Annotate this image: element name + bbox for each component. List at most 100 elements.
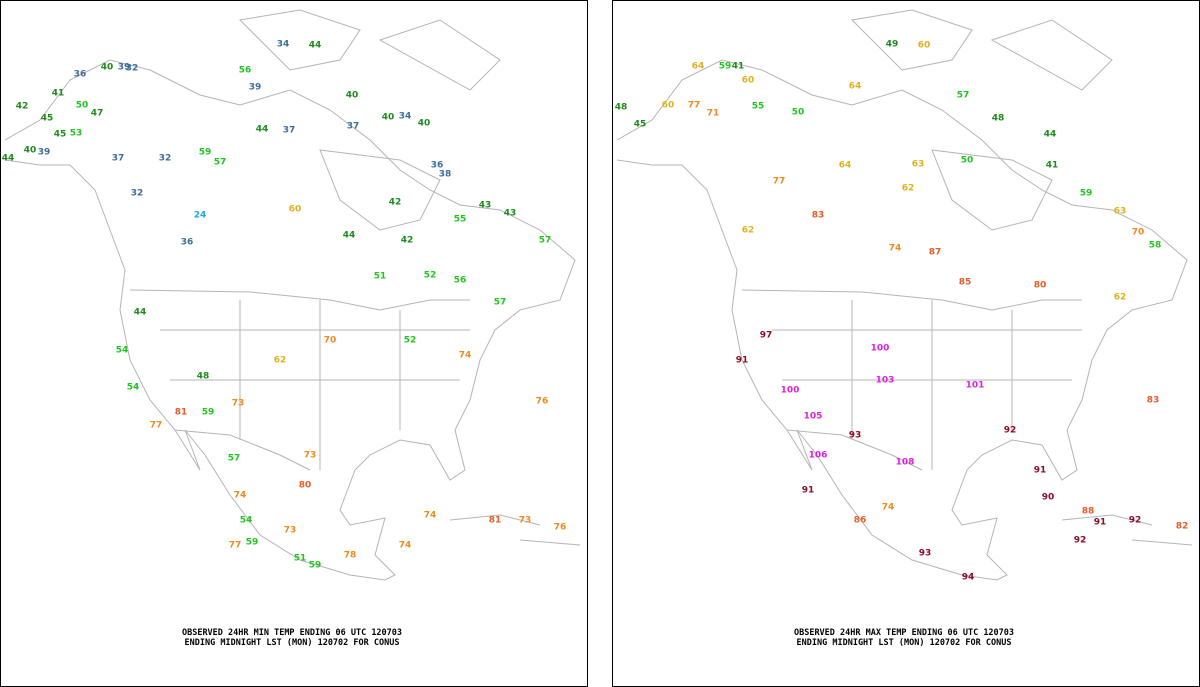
station-temp: 55 [752,102,765,112]
station-temp: 51 [294,554,307,564]
station-temp: 91 [1034,466,1047,476]
station-temp: 54 [127,383,140,393]
station-temp: 100 [781,386,800,396]
station-temp: 59 [719,62,732,72]
station-temp: 39 [118,63,131,73]
station-temp: 97 [760,331,773,341]
station-temp: 34 [277,40,290,50]
station-temp: 57 [214,158,227,168]
station-temp: 57 [539,236,552,246]
station-temp: 60 [662,101,675,111]
station-temp: 41 [732,62,745,72]
station-temp: 36 [181,238,194,248]
station-temp: 60 [742,76,755,86]
panel-border [612,0,1200,687]
station-temp: 32 [131,189,144,199]
caption: ENDING MIDNIGHT LST (MON) 120702 FOR CON… [797,638,1012,648]
station-temp: 70 [1132,228,1145,238]
station-temp: 34 [399,112,412,122]
station-temp: 92 [1129,516,1142,526]
station-temp: 24 [194,211,207,221]
station-temp: 87 [929,248,942,258]
station-temp: 59 [246,538,259,548]
station-temp: 83 [812,211,825,221]
station-temp: 42 [16,102,29,112]
station-temp: 94 [962,573,975,583]
station-temp: 64 [849,82,862,92]
station-temp: 93 [849,431,862,441]
station-temp: 60 [918,41,931,51]
station-temp: 40 [418,119,431,129]
station-temp: 41 [52,89,65,99]
station-temp: 74 [889,244,902,254]
station-temp: 52 [424,271,437,281]
station-temp: 52 [404,336,417,346]
station-temp: 44 [134,308,147,318]
panel-border [0,0,588,687]
station-temp: 73 [304,451,317,461]
station-temp: 45 [41,114,54,124]
station-temp: 91 [1094,518,1107,528]
station-temp: 45 [634,120,647,130]
station-temp: 57 [957,91,970,101]
station-temp: 57 [494,298,507,308]
station-temp: 59 [202,408,215,418]
station-temp: 38 [439,170,452,180]
station-temp: 101 [966,381,985,391]
station-temp: 53 [70,129,83,139]
station-temp: 81 [489,516,502,526]
station-temp: 76 [554,523,567,533]
station-temp: 37 [283,126,296,136]
station-temp: 70 [324,336,337,346]
station-temp: 92 [1074,536,1087,546]
station-temp: 32 [159,154,172,164]
station-temp: 63 [912,160,925,170]
station-temp: 40 [346,91,359,101]
station-temp: 108 [896,458,915,468]
station-temp: 71 [707,109,720,119]
caption: OBSERVED 24HR MAX TEMP ENDING 06 UTC 120… [794,628,1014,638]
station-temp: 77 [688,101,701,111]
station-temp: 59 [309,561,322,571]
station-temp: 73 [284,526,297,536]
station-temp: 43 [479,201,492,211]
station-temp: 44 [1044,130,1057,140]
station-temp: 83 [1147,396,1160,406]
station-temp: 88 [1082,507,1095,517]
station-temp: 91 [802,486,815,496]
station-temp: 39 [249,83,262,93]
station-temp: 50 [961,156,974,166]
station-temp: 44 [343,231,356,241]
right-panel: OBSERVED 24HR MAX TEMP ENDING 06 UTC 120… [612,0,1200,687]
station-temp: 64 [839,161,852,171]
station-temp: 73 [232,399,245,409]
station-temp: 77 [773,177,786,187]
station-temp: 78 [344,551,357,561]
station-temp: 54 [240,516,253,526]
station-temp: 42 [389,198,402,208]
station-temp: 45 [54,130,67,140]
station-temp: 37 [112,154,125,164]
station-temp: 40 [24,146,37,156]
station-temp: 59 [1080,189,1093,199]
station-temp: 92 [1004,426,1017,436]
station-temp: 50 [792,108,805,118]
station-temp: 73 [519,516,532,526]
station-temp: 93 [919,549,932,559]
station-temp: 36 [74,70,87,80]
station-temp: 62 [902,184,915,194]
station-temp: 39 [38,148,51,158]
station-temp: 91 [736,356,749,366]
station-temp: 57 [228,454,241,464]
station-temp: 32 [126,64,139,74]
station-temp: 55 [454,215,467,225]
station-temp: 62 [742,226,755,236]
station-temp: 81 [175,408,188,418]
station-temp: 62 [1114,293,1127,303]
station-temp: 74 [882,503,895,513]
station-temp: 40 [382,113,395,123]
station-temp: 80 [299,481,312,491]
caption: ENDING MIDNIGHT LST (MON) 120702 FOR CON… [185,638,400,648]
station-temp: 100 [871,344,890,354]
